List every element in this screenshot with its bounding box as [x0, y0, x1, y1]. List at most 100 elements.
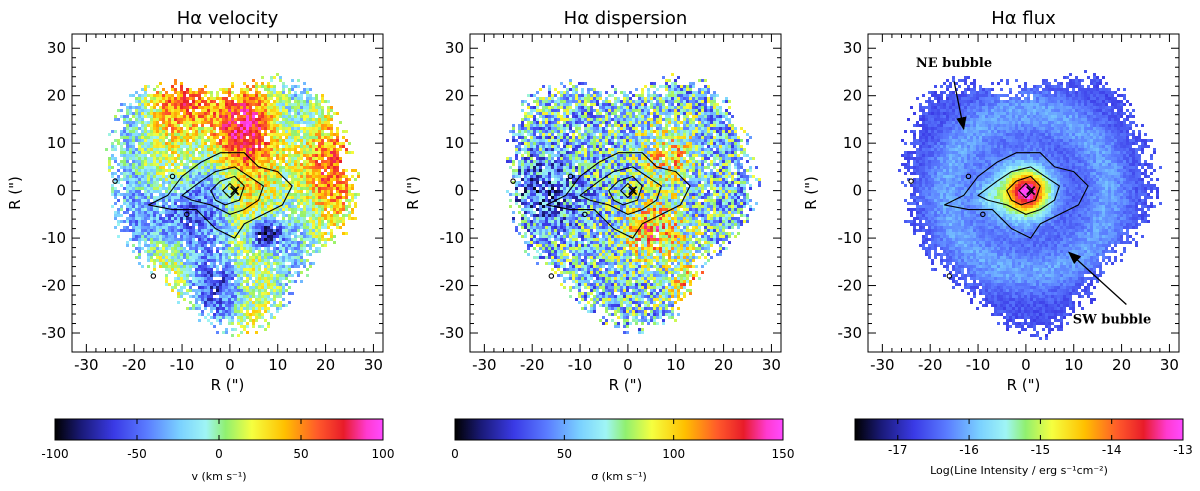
x-tick-label: 10: [268, 356, 287, 374]
colorbar: 0 50 100 150 σ (km s⁻¹): [451, 418, 795, 483]
x-tick-label: -10: [568, 356, 593, 374]
y-tick-label: 30: [445, 39, 464, 57]
contour-blob: [150, 273, 157, 279]
contour-blob: [567, 173, 574, 180]
contour-blob: [908, 178, 914, 184]
x-tick-label: -20: [122, 356, 147, 374]
y-tick-label: -20: [838, 277, 863, 295]
colorbar-label: σ (km s⁻¹): [591, 470, 647, 483]
y-tick-label: -10: [838, 229, 863, 247]
y-tick-label: 10: [47, 134, 66, 152]
contour-level-1: [944, 152, 1089, 239]
x-tick-label: 30: [1160, 356, 1179, 374]
x-tick-label: 30: [364, 356, 383, 374]
contour-blob: [548, 273, 555, 279]
y-tick-label: 30: [843, 39, 862, 57]
x-axis-label: R ("): [211, 376, 245, 394]
y-tick-label: -20: [42, 277, 67, 295]
panel-title: Hα velocity: [177, 8, 279, 29]
contours: [908, 152, 1089, 279]
contour-level-1: [148, 152, 293, 239]
x-tick-label: 20: [1112, 356, 1131, 374]
colorbar-gradient: [854, 418, 1184, 441]
plot-frame: [71, 33, 384, 353]
nucleus-marker: [230, 186, 240, 196]
y-tick-label: 20: [843, 87, 862, 105]
map-pixels: [506, 73, 761, 334]
contour-blob: [582, 211, 588, 218]
y-tick-label: 10: [445, 134, 464, 152]
contour-blob: [169, 173, 176, 180]
y-tick-label: 0: [454, 182, 464, 200]
contour-level-3: [1006, 175, 1041, 206]
annotation-arrow: [1067, 251, 1127, 306]
contour-blob: [980, 211, 986, 218]
x-tick-label: -20: [918, 356, 943, 374]
velocity-panel: Hα velocity-30 -20 -10 0 10 20 30-30-20-100102…: [6, 8, 394, 483]
colorbar: -100 -50 0 50 100 v (km s⁻¹): [41, 418, 395, 483]
annotations: NE bubble SW bubble: [916, 56, 1151, 327]
x-tick-label: 30: [762, 356, 781, 374]
plot-frame: [867, 33, 1180, 353]
x-axis-label: R ("): [1007, 376, 1041, 394]
y-tick-label: -10: [440, 229, 465, 247]
flux-panel: Hα flux -30 -20 -10 0 10 20 30 -30 -20 -10 0 10 20 30 R…: [802, 8, 1193, 477]
x-tick-label: -30: [870, 356, 895, 374]
colorbar-tick-label: 100: [662, 447, 685, 461]
colorbar-label: Log(Line Intensity / erg s⁻¹cm⁻²): [930, 464, 1108, 477]
x-tick-label: -10: [170, 356, 195, 374]
colorbar-tick-label: -50: [127, 447, 147, 461]
y-tick-label: 0: [56, 182, 66, 200]
x-tick-label: 20: [316, 356, 335, 374]
contour-level-4: [1018, 182, 1034, 199]
colorbar-tick-label: -17: [888, 443, 908, 457]
contour-level-2: [181, 166, 264, 215]
annotation-label: NE bubble: [916, 56, 992, 71]
x-tick-label: -30: [74, 356, 99, 374]
y-tick-label: -30: [42, 324, 67, 342]
colorbar-tick-label: 100: [372, 447, 395, 461]
colorbar-tick-label: 0: [215, 447, 223, 461]
y-tick-label: -20: [440, 277, 465, 295]
x-tick-label: 0: [623, 356, 633, 374]
x-tick-label: 10: [666, 356, 685, 374]
colorbar: -17 -16 -15 -14 -13 Log(Line Intensity / erg …: [854, 418, 1193, 477]
x-axis-label: R ("): [609, 376, 643, 394]
nucleus-marker: [628, 186, 638, 196]
panel-title: Hα flux: [991, 8, 1056, 29]
x-tick-label: -30: [472, 356, 497, 374]
colorbar-tick-label: -14: [1102, 443, 1122, 457]
panel-title: Hα dispersion: [564, 8, 688, 29]
annotation-arrow: [953, 81, 967, 131]
y-tick-label: 10: [843, 134, 862, 152]
annotation-label: SW bubble: [1073, 313, 1151, 328]
colorbar-tick-label: -100: [41, 447, 68, 461]
x-tick-label: 0: [225, 356, 235, 374]
y-axis-label: R ("): [802, 176, 820, 210]
contour-blob: [184, 211, 190, 218]
x-tick-label: -10: [966, 356, 991, 374]
dispersion-panel: Hα dispersion -30 -20 -10 0 10 20 30 -30 -20 -10 0 1…: [404, 8, 794, 483]
ticks: [72, 34, 383, 352]
nucleus-marker: [1026, 186, 1036, 196]
contour-blob: [112, 178, 118, 184]
colorbar-tick-label: 50: [293, 447, 308, 461]
plot-frame: [469, 33, 782, 353]
x-tick-label: -20: [520, 356, 545, 374]
x-tick-label: 10: [1064, 356, 1083, 374]
y-tick-label: 20: [445, 87, 464, 105]
map-pixels: [105, 73, 360, 337]
colorbar-tick-label: 50: [557, 447, 572, 461]
contours: [112, 152, 293, 279]
colorbar-tick-label: 0: [451, 447, 459, 461]
x-tick-label: 0: [1021, 356, 1031, 374]
colorbar-tick-label: -16: [959, 443, 979, 457]
contour-level-3: [608, 175, 643, 206]
contour-level-4: [222, 182, 238, 199]
contour-blob: [965, 173, 972, 180]
ticks: [868, 34, 1179, 352]
colorbar-tick-label: 150: [772, 447, 795, 461]
y-axis-label: R ("): [6, 176, 24, 210]
contour-level-4: [620, 182, 636, 199]
